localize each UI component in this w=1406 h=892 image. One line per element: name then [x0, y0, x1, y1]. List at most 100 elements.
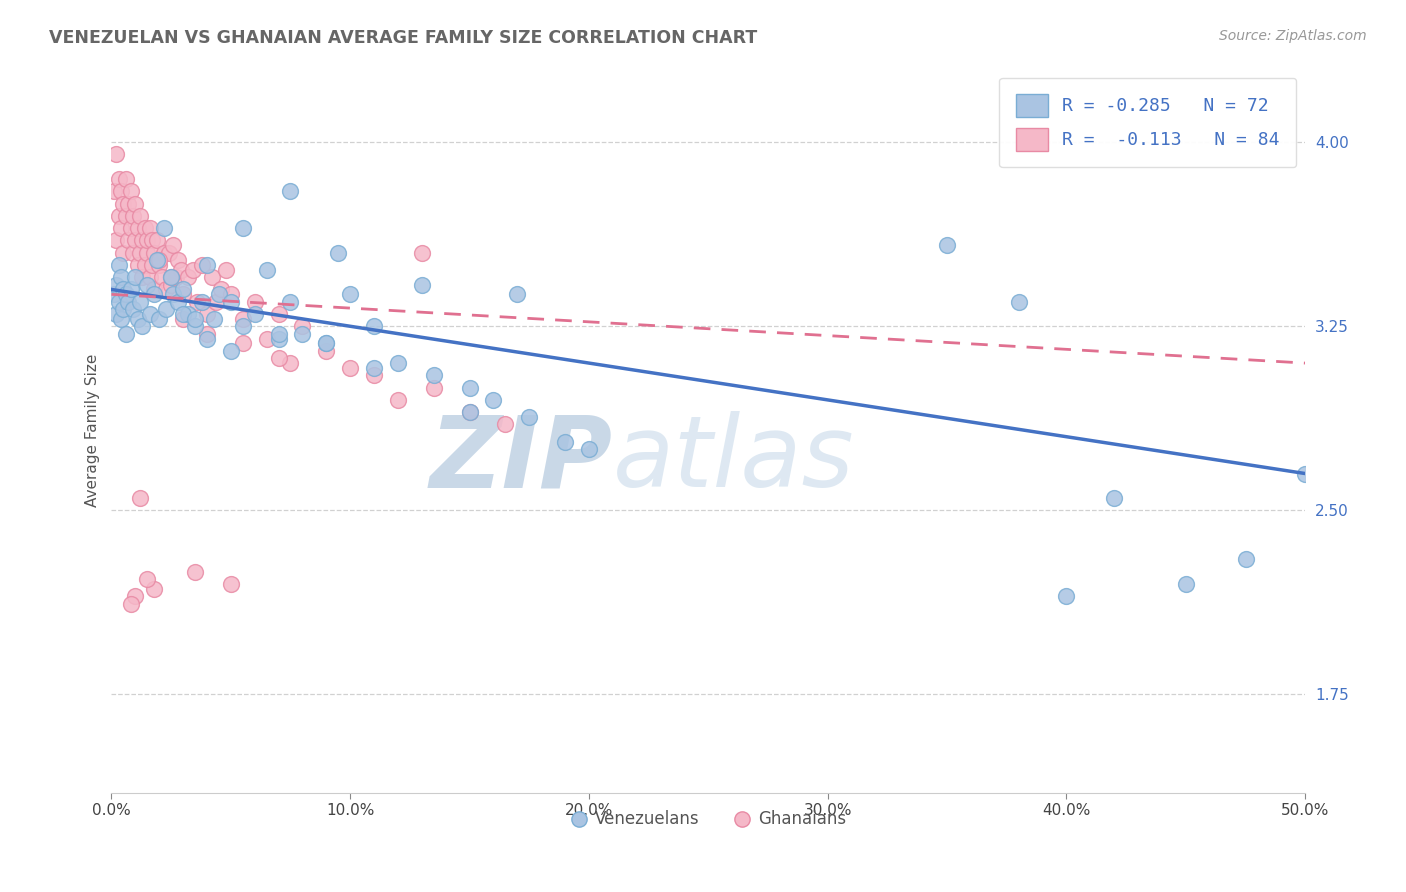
- Point: [105, 147, 128, 161]
- Point: [219, 294, 242, 309]
- Point: [112, 196, 135, 211]
- Point: [112, 245, 135, 260]
- Point: [578, 442, 600, 456]
- Point: [387, 392, 409, 407]
- Point: [256, 262, 278, 277]
- Point: [127, 258, 149, 272]
- Point: [165, 270, 187, 285]
- Point: [232, 336, 254, 351]
- Point: [167, 252, 190, 267]
- Point: [127, 221, 149, 235]
- Point: [184, 312, 207, 326]
- Point: [141, 233, 163, 247]
- Point: [141, 258, 163, 272]
- Point: [458, 381, 481, 395]
- Point: [209, 282, 232, 296]
- Point: [160, 270, 183, 285]
- Point: [114, 326, 136, 341]
- Point: [177, 307, 200, 321]
- Point: [107, 294, 129, 309]
- Legend: Venezuelans, Ghanaians: Venezuelans, Ghanaians: [564, 804, 853, 835]
- Point: [129, 245, 152, 260]
- Point: [205, 294, 228, 309]
- Point: [1008, 294, 1031, 309]
- Point: [129, 491, 152, 505]
- Point: [186, 294, 208, 309]
- Y-axis label: Average Family Size: Average Family Size: [86, 354, 100, 508]
- Point: [422, 368, 444, 383]
- Point: [363, 319, 385, 334]
- Point: [122, 245, 145, 260]
- Point: [105, 307, 128, 321]
- Point: [105, 277, 128, 292]
- Point: [167, 294, 190, 309]
- Point: [143, 245, 166, 260]
- Text: atlas: atlas: [613, 411, 855, 508]
- Point: [363, 361, 385, 376]
- Point: [105, 233, 128, 247]
- Point: [494, 417, 516, 432]
- Point: [1234, 552, 1257, 566]
- Point: [184, 319, 207, 334]
- Point: [131, 233, 153, 247]
- Point: [129, 294, 152, 309]
- Point: [129, 209, 152, 223]
- Point: [131, 270, 153, 285]
- Point: [110, 270, 132, 285]
- Point: [148, 312, 170, 326]
- Point: [114, 287, 136, 301]
- Point: [169, 262, 191, 277]
- Point: [124, 196, 146, 211]
- Point: [315, 336, 337, 351]
- Point: [131, 319, 153, 334]
- Point: [107, 172, 129, 186]
- Point: [208, 287, 231, 301]
- Point: [120, 597, 142, 611]
- Point: [114, 172, 136, 186]
- Point: [554, 434, 576, 449]
- Point: [328, 245, 350, 260]
- Point: [146, 233, 169, 247]
- Point: [148, 252, 170, 267]
- Point: [195, 326, 218, 341]
- Point: [184, 565, 207, 579]
- Point: [136, 277, 159, 292]
- Point: [136, 245, 159, 260]
- Point: [117, 294, 139, 309]
- Point: [107, 258, 129, 272]
- Point: [124, 589, 146, 603]
- Point: [143, 582, 166, 596]
- Point: [1056, 589, 1078, 603]
- Point: [143, 287, 166, 301]
- Point: [143, 282, 166, 296]
- Point: [134, 258, 156, 272]
- Point: [148, 258, 170, 272]
- Point: [267, 351, 290, 366]
- Point: [153, 245, 176, 260]
- Point: [110, 184, 132, 198]
- Point: [153, 221, 176, 235]
- Point: [280, 294, 302, 309]
- Point: [232, 221, 254, 235]
- Point: [134, 221, 156, 235]
- Point: [138, 270, 160, 285]
- Point: [172, 282, 194, 296]
- Point: [110, 221, 132, 235]
- Point: [1174, 577, 1197, 591]
- Point: [387, 356, 409, 370]
- Point: [232, 319, 254, 334]
- Point: [112, 282, 135, 296]
- Point: [280, 356, 302, 370]
- Point: [191, 258, 214, 272]
- Point: [219, 287, 242, 301]
- Point: [291, 319, 314, 334]
- Point: [146, 252, 169, 267]
- Point: [232, 312, 254, 326]
- Point: [136, 572, 159, 586]
- Point: [458, 405, 481, 419]
- Point: [162, 287, 184, 301]
- Point: [150, 270, 173, 285]
- Point: [107, 209, 129, 223]
- Point: [411, 277, 433, 292]
- Point: [127, 312, 149, 326]
